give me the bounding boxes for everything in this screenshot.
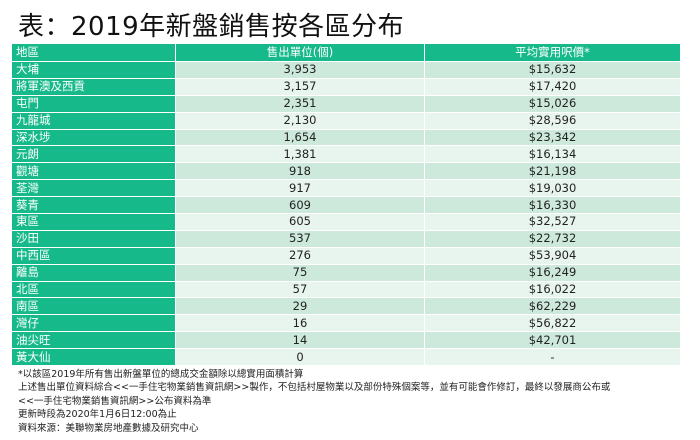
table-row: 離島 75 $16,249 <box>12 264 681 282</box>
cell-units-sold: 29 <box>175 297 425 316</box>
cell-district: 中西區 <box>12 247 176 265</box>
cell-units-sold: 57 <box>175 281 425 299</box>
cell-district: 東區 <box>12 213 176 231</box>
cell-district: 沙田 <box>12 230 176 248</box>
table-row: 沙田 537 $22,732 <box>12 230 681 248</box>
table-header: 地區 售出單位(個) 平均實用呎價* <box>12 44 681 62</box>
table-row: 黃大仙 0- <box>12 348 681 367</box>
cell-district: 離島 <box>12 264 176 282</box>
cell-avg-price: $15,632 <box>424 61 681 79</box>
note: *以該區2019年所有售出新盤單位的總成交金額除以總實用面積計算 <box>18 369 304 380</box>
cell-units-sold: 3,157 <box>175 78 425 96</box>
cell-avg-price: $16,330 <box>424 196 681 215</box>
cell-avg-price: $42,701 <box>424 331 681 350</box>
table-row: 元朗 1,381 $16,134 <box>12 145 681 164</box>
cell-units-sold: 3,953 <box>175 61 425 79</box>
table-row: 南區 29 $62,229 <box>12 297 681 316</box>
cell-district: 灣仔 <box>12 314 176 333</box>
cell-district: 觀塘 <box>12 162 176 181</box>
cell-units-sold: 605 <box>175 213 425 231</box>
cell-units-sold: 276 <box>175 247 425 265</box>
cell-district: 南區 <box>12 297 176 316</box>
header-units-sold: 售出單位(個) <box>175 44 425 62</box>
cell-district: 大埔 <box>12 61 176 79</box>
cell-district: 元朗 <box>12 145 176 164</box>
cell-avg-price: $17,420 <box>424 78 681 96</box>
header-district: 地區 <box>12 44 176 62</box>
cell-avg-price: $16,134 <box>424 145 681 164</box>
table-row: 灣仔 16 $56,822 <box>12 314 681 333</box>
cell-avg-price: $16,022 <box>424 281 681 299</box>
cell-avg-price: $62,229 <box>424 297 681 316</box>
table-row: 東區 605 $32,527 <box>12 213 681 231</box>
cell-units-sold: 16 <box>175 314 425 333</box>
cell-units-sold: 2,130 <box>175 112 425 130</box>
cell-district: 深水埗 <box>12 129 176 147</box>
header-avg-price: 平均實用呎價* <box>424 44 681 62</box>
table-row: 荃灣 917 $19,030 <box>12 179 681 198</box>
table-row: 葵青 609 $16,330 <box>12 196 681 215</box>
cell-units-sold: 609 <box>175 196 425 215</box>
cell-avg-price: $53,904 <box>424 247 681 265</box>
cell-district: 屯門 <box>12 95 176 113</box>
cell-district: 九龍城 <box>12 112 176 130</box>
table-row: 將軍澳及西貢 3,157 $17,420 <box>12 78 681 96</box>
table-row: 九龍城 2,130 $28,596 <box>12 112 681 130</box>
cell-units-sold: 918 <box>175 162 425 181</box>
note: 資料來源：美聯物業房地產數據及研究中心 <box>18 422 199 434</box>
table-row: 大埔 3,953 $15,632 <box>12 61 681 79</box>
cell-avg-price: $15,026 <box>424 95 681 113</box>
page-title: 表：2019年新盤銷售按各區分布 <box>18 12 405 42</box>
sales-table: 地區 售出單位(個) 平均實用呎價* 大埔 3,953 $15,632 將軍澳及西貢 3… <box>12 44 681 367</box>
cell-district: 葵青 <box>12 196 176 215</box>
cell-avg-price: $23,342 <box>424 129 681 147</box>
cell-avg-price: $19,030 <box>424 179 681 198</box>
note: <<一手住宅物業銷售資訊網>>公布資料為準 <box>18 395 212 407</box>
cell-avg-price: $28,596 <box>424 112 681 130</box>
cell-units-sold: 14 <box>175 331 425 350</box>
table-row: 深水埗 1,654 $23,342 <box>12 129 681 147</box>
table-row: 觀塘 918 $21,198 <box>12 162 681 181</box>
cell-avg-price: - <box>424 348 681 367</box>
cell-units-sold: 1,381 <box>175 145 425 164</box>
cell-district: 黃大仙 <box>12 348 176 367</box>
cell-avg-price: $21,198 <box>424 162 681 181</box>
cell-units-sold: 917 <box>175 179 425 198</box>
note: 更新時段為2020年1月6日12:00為止 <box>18 409 177 421</box>
cell-avg-price: $32,527 <box>424 213 681 231</box>
cell-avg-price: $56,822 <box>424 314 681 333</box>
cell-avg-price: $22,732 <box>424 230 681 248</box>
table-row: 中西區 276 $53,904 <box>12 247 681 265</box>
cell-units-sold: 0 <box>175 348 425 367</box>
cell-units-sold: 537 <box>175 230 425 248</box>
cell-units-sold: 1,654 <box>175 129 425 147</box>
cell-district: 北區 <box>12 281 176 299</box>
footnotes: *以該區2019年所有售出新盤單位的總成交金額除以總實用面積計算 上述售出單位資… <box>18 368 610 435</box>
table-row: 屯門 2,351 $15,026 <box>12 95 681 113</box>
cell-district: 油尖旺 <box>12 331 176 350</box>
cell-units-sold: 75 <box>175 264 425 282</box>
cell-units-sold: 2,351 <box>175 95 425 113</box>
table-row: 北區 57 $16,022 <box>12 281 681 299</box>
cell-district: 將軍澳及西貢 <box>12 78 176 96</box>
table-row: 油尖旺 14 $42,701 <box>12 331 681 350</box>
note: 上述售出單位資料綜合<<一手住宅物業銷售資訊網>>製作，不包括村屋物業以及部份特… <box>18 382 611 394</box>
cell-district: 荃灣 <box>12 179 176 198</box>
cell-avg-price: $16,249 <box>424 264 681 282</box>
